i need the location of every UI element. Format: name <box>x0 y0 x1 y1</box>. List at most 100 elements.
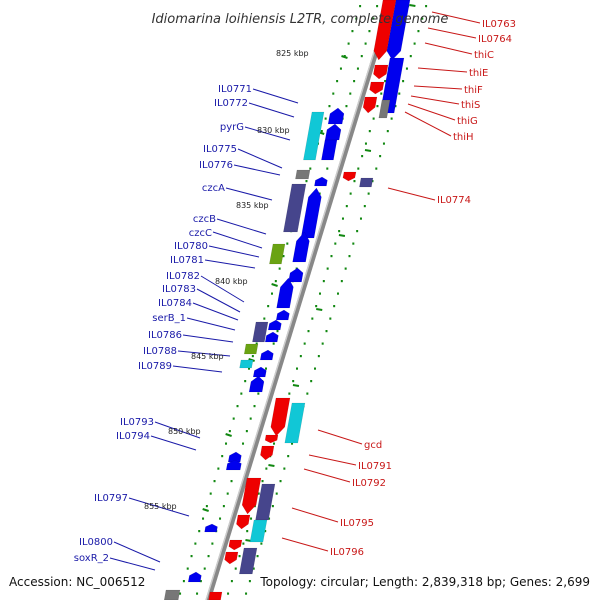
tick-row-left-inner-dot <box>360 55 363 58</box>
tick-row-right-outer-dot <box>291 442 294 445</box>
leader-IL0794 <box>150 435 197 451</box>
kbp-label-850: 850 kbp <box>168 427 201 436</box>
tick-row-left-outer-dot <box>355 17 358 20</box>
tick-row-left-inner-dot <box>345 105 348 108</box>
tick-row-right-outer-dot <box>256 555 259 558</box>
tick-row-left-inner-dot <box>242 442 245 445</box>
leader-czcA <box>225 187 273 201</box>
tick-row-right-outer-dot <box>325 330 328 333</box>
gene-label-thiS[interactable]: thiS <box>461 100 480 111</box>
right-dash-c <box>338 234 346 237</box>
leader-IL0764 <box>427 27 477 39</box>
gene-label-czcB[interactable]: czcB <box>193 214 216 225</box>
tick-row-left-outer-dot <box>332 92 335 95</box>
gene-label-IL0795[interactable]: IL0795 <box>340 518 374 529</box>
tick-row-left-outer-dot <box>240 392 243 395</box>
tick-row-left-outer-dot <box>278 267 281 270</box>
tick-row-right-outer-dot <box>314 367 317 370</box>
tick-row-right-inner-dot <box>353 180 356 183</box>
tick-row-right-outer-dot <box>394 105 397 108</box>
gene-label-thiC[interactable]: thiC <box>474 50 494 61</box>
tick-row-right-inner-dot <box>361 155 364 158</box>
tick-row-left-outer-dot <box>320 130 323 133</box>
leader-IL0786 <box>182 334 234 343</box>
gene-label-IL0797[interactable]: IL0797 <box>94 493 128 504</box>
leader-soxR_2 <box>109 557 156 571</box>
gene-label-IL0793[interactable]: IL0793 <box>120 417 154 428</box>
tick-row-right-inner-dot <box>372 117 375 120</box>
gene-label-IL0776[interactable]: IL0776 <box>199 160 233 171</box>
gene-label-czcA[interactable]: czcA <box>202 183 225 194</box>
gene-label-IL0772[interactable]: IL0772 <box>214 98 248 109</box>
gene-label-IL0788[interactable]: IL0788 <box>143 346 177 357</box>
gene-label-IL0771[interactable]: IL0771 <box>218 84 252 95</box>
tick-row-left-outer-dot <box>186 567 189 570</box>
tick-row-left-outer-dot <box>328 105 331 108</box>
leader-serB_1 <box>186 317 236 331</box>
gene-label-IL0782[interactable]: IL0782 <box>166 271 200 282</box>
gene-label-IL0763[interactable]: IL0763 <box>482 19 516 30</box>
gene-label-IL0800[interactable]: IL0800 <box>79 537 113 548</box>
gene-label-czcC[interactable]: czcC <box>189 228 212 239</box>
gene-label-pyrG[interactable]: pyrG <box>220 122 244 133</box>
leader-IL0775 <box>237 148 283 169</box>
gene-IL0792 <box>260 445 275 461</box>
gene-label-thiH[interactable]: thiH <box>453 132 474 143</box>
tick-row-right-outer-dot <box>336 292 339 295</box>
leader-IL0797 <box>128 497 190 517</box>
gene-IL0791b <box>264 434 279 444</box>
tick-row-right-inner-dot <box>246 530 249 533</box>
leader-czcC <box>212 231 263 249</box>
tick-row-right-outer-dot <box>425 5 428 8</box>
gene-IL0796c <box>224 551 239 565</box>
leader-IL0800 <box>113 541 161 563</box>
tick-row-right-inner-dot <box>303 342 306 345</box>
gene-label-IL0780[interactable]: IL0780 <box>174 241 208 252</box>
gene-label-serB_1[interactable]: serB_1 <box>152 313 186 324</box>
gene-label-gcd[interactable]: gcd <box>364 440 382 451</box>
gene-label-thiG[interactable]: thiG <box>457 116 478 127</box>
gene-label-IL0786[interactable]: IL0786 <box>148 330 182 341</box>
gene-czcB <box>300 187 322 239</box>
gene-label-IL0774[interactable]: IL0774 <box>437 195 471 206</box>
gene-label-thiE[interactable]: thiE <box>469 68 488 79</box>
gene-IL0786 <box>264 331 279 343</box>
gene-label-thiF[interactable]: thiF <box>464 85 483 96</box>
gene-label-IL0764[interactable]: IL0764 <box>478 34 512 45</box>
kbp-tick-855 <box>202 508 209 512</box>
tick-row-left-inner-dot <box>372 17 375 20</box>
right-dash-f <box>268 464 275 467</box>
tick-row-right-outer-dot <box>371 180 374 183</box>
gene-label-IL0794[interactable]: IL0794 <box>116 431 150 442</box>
gene-label-IL0784[interactable]: IL0784 <box>158 298 192 309</box>
gene-IL0776 <box>314 176 328 187</box>
kbp-label-830: 830 kbp <box>257 126 290 135</box>
tick-row-right-inner-dot <box>330 255 333 258</box>
leader-IL0771 <box>252 88 299 104</box>
gene-label-soxR_2[interactable]: soxR_2 <box>74 553 109 564</box>
gene-IL0784 <box>252 321 269 343</box>
kbp-label-835: 835 kbp <box>236 201 269 210</box>
tick-row-right-outer-dot <box>333 305 336 308</box>
gene-label-IL0792[interactable]: IL0792 <box>352 478 386 489</box>
gene-IL0764 <box>373 0 397 61</box>
genome-backbone-highlight <box>205 0 391 600</box>
leader-IL0793 <box>154 421 201 439</box>
gene-label-IL0796[interactable]: IL0796 <box>330 547 364 558</box>
gene-label-IL0783[interactable]: IL0783 <box>162 284 196 295</box>
gene-IL0796b <box>228 539 243 551</box>
gene-label-IL0789[interactable]: IL0789 <box>138 361 172 372</box>
gene-label-IL0781[interactable]: IL0781 <box>170 255 204 266</box>
gene-label-IL0791[interactable]: IL0791 <box>358 461 392 472</box>
gene-label-IL0775[interactable]: IL0775 <box>203 144 237 155</box>
tick-row-left-outer-dot <box>217 467 220 470</box>
gene-features <box>163 0 411 600</box>
tick-row-left-inner-dot <box>226 492 229 495</box>
tick-row-left-inner-dot <box>376 5 379 8</box>
gene-IL0782 <box>276 277 294 309</box>
tick-row-right-inner-dot <box>234 567 237 570</box>
map-title: Idiomarina loihiensis L2TR, complete gen… <box>152 12 449 27</box>
gene-IL0775 <box>295 169 311 180</box>
gene-IL0795b <box>255 483 276 521</box>
tick-row-right-inner-dot <box>384 80 387 83</box>
